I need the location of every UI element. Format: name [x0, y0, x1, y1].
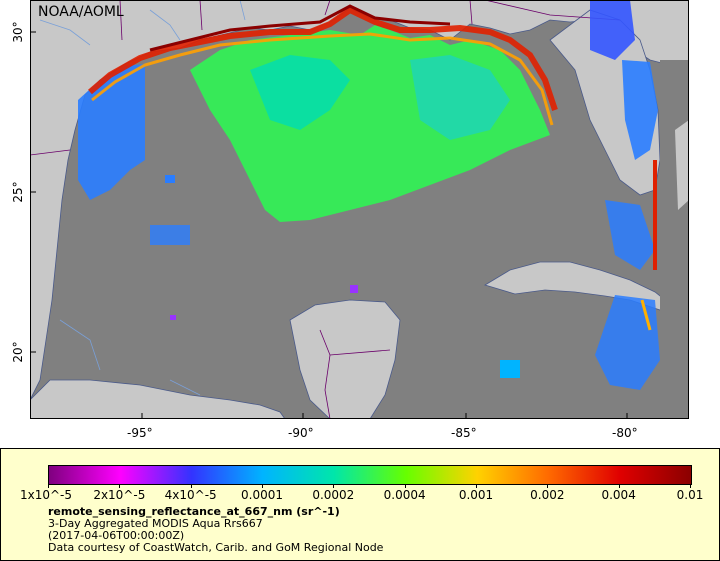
map-panel: NOAA/AOML — [30, 0, 689, 419]
coastal-orange-band — [91, 32, 554, 126]
coastal-darkred-band — [149, 4, 451, 52]
legend-time: (2017-04-06T00:00:00Z) — [48, 529, 185, 542]
swath-east-4 — [595, 295, 660, 390]
colorbar-tick-mark — [476, 484, 477, 488]
y-tick-label: 30° — [11, 21, 25, 43]
rivers — [39, 0, 246, 396]
bahamas-land — [660, 60, 689, 419]
colorbar-tick-label: 0.0004 — [383, 488, 426, 502]
colorbar-tick-mark — [404, 484, 406, 488]
mexico-land — [30, 379, 286, 419]
east-orange-strip — [640, 299, 652, 331]
coastal-high-band — [88, 6, 558, 111]
map-image — [30, 0, 689, 419]
swath-east-2 — [590, 0, 635, 60]
colorbar-tick-label: 0.004 — [601, 488, 636, 502]
legend-dataset: 3-Day Aggregated MODIS Aqua Rrs667 — [48, 517, 263, 530]
colorbar-tick-label: 1x10^-5 — [19, 488, 73, 502]
yucatan-land — [289, 299, 401, 419]
legend-title: remote_sensing_reflectance_at_667_nm (sr… — [48, 505, 340, 518]
colorbar-tick-mark — [119, 484, 121, 488]
colorbar-tick-label: 0.002 — [530, 488, 565, 502]
colorbar-tick-label: 2x10^-5 — [93, 488, 146, 502]
x-tick-label: -90° — [288, 426, 314, 440]
x-tick-label: -85° — [451, 426, 477, 440]
colorbar-tick-label: 0.0001 — [241, 488, 283, 502]
legend-courtesy: Data courtesy of CoastWatch, Carib. and … — [48, 541, 384, 554]
swath-cyan-2 — [410, 55, 510, 140]
y-tick-label: 20° — [11, 341, 25, 363]
colorbar-tick-label: 0.001 — [458, 488, 494, 502]
colorbar-tick-mark — [690, 484, 691, 488]
colorbar-tick-mark — [190, 484, 192, 488]
bahamas-islands — [675, 120, 689, 210]
x-tick-label: -80° — [612, 426, 638, 440]
swath-cyan — [250, 55, 350, 130]
colorbar-tick-mark — [333, 484, 335, 488]
swath-east — [622, 60, 658, 160]
y-tick-label: 25° — [11, 181, 25, 203]
credit-label: NOAA/AOML — [38, 4, 124, 20]
swath-east-3 — [605, 200, 655, 270]
legend-panel: remote_sensing_reflectance_at_667_nm (sr… — [0, 448, 720, 561]
colorbar — [48, 465, 692, 485]
colorbar-tick-mark — [262, 484, 263, 488]
x-tick-label: -95° — [127, 426, 153, 440]
colorbar-tick-mark — [618, 484, 620, 488]
colorbar-tick-label: 4x10^-5 — [164, 488, 217, 502]
scattered-patches — [150, 175, 520, 378]
colorbar-tick-label: 0.01 — [676, 488, 704, 502]
colorbar-tick-mark — [48, 484, 49, 488]
colorbar-tick-label: 0.0002 — [312, 488, 355, 502]
colorbar-tick-mark — [547, 484, 549, 488]
map-frame — [30, 0, 689, 419]
